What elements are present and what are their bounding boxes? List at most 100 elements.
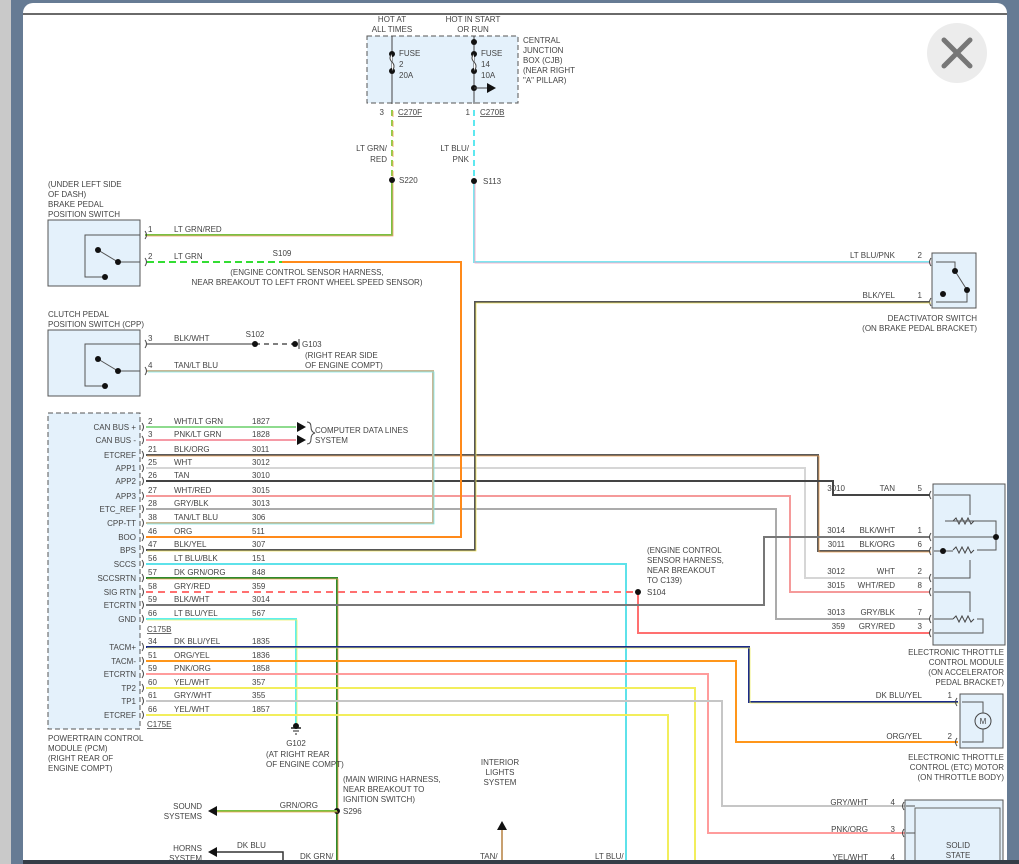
sound-systems-label: SOUND: [173, 802, 202, 811]
cjb-name: "A" PILLAR): [523, 76, 567, 85]
connector-icon: [141, 504, 144, 514]
switch-contact: [964, 287, 970, 293]
connector-icon: [144, 366, 147, 376]
harness-note: (ENGINE CONTROL: [647, 546, 722, 555]
pcm-pin-label: ETCREF: [104, 711, 136, 720]
pin-label: 66: [148, 705, 157, 714]
junction-dot: [471, 39, 477, 45]
pin-label: 27: [148, 486, 157, 495]
deactivator-switch: [931, 252, 977, 309]
connector-icon: [141, 669, 144, 679]
connector-icon: [141, 435, 144, 445]
close-button[interactable]: [927, 23, 987, 83]
pin-label: 21: [148, 445, 157, 454]
pcm-pin-label: TP2: [121, 684, 136, 693]
switch-contact: [95, 247, 101, 253]
wire-label: TAN/LT BLU: [174, 361, 218, 370]
pin-label: 60: [148, 678, 157, 687]
internal-line: [945, 591, 971, 612]
wire-label: LT GRN: [174, 252, 203, 261]
solid-state-label: STATE: [946, 851, 971, 860]
pcm-pin-label: BPS: [120, 546, 136, 555]
junction-dot: [940, 548, 946, 554]
brake-switch-name: OF DASH): [48, 190, 87, 199]
etc-module-name: PEDAL BRACKET): [935, 678, 1004, 687]
wire-wht-red: [146, 495, 930, 593]
wire-label: PNK: [453, 155, 470, 164]
fuse-2-label: 2: [399, 60, 404, 69]
connector-c270b-label: C270B: [480, 108, 504, 117]
data-line-arrow-icon: [297, 435, 306, 445]
ground-note: OF ENGINE COMPT): [305, 361, 383, 370]
connector-icon: [141, 559, 144, 569]
switch-contact: [95, 356, 101, 362]
wire-label: BLK/ORG: [859, 540, 895, 549]
wire-label: PNK/ORG: [831, 825, 868, 834]
page-scrollbar[interactable]: [0, 0, 11, 864]
brake-switch-name: BRAKE PEDAL: [48, 200, 104, 209]
cjb-name: CENTRAL: [523, 36, 561, 45]
hot-at-all-times-label: HOT AT: [378, 15, 406, 24]
connector-icon: [902, 801, 905, 811]
switch-contact: [102, 274, 108, 280]
pin-label: 3: [891, 825, 896, 834]
pin-label: 7: [918, 608, 923, 617]
connector-icon: [929, 628, 932, 638]
pin-label: 2: [918, 251, 923, 260]
switch-line: [84, 234, 140, 278]
wire-label: YEL/WHT: [174, 705, 210, 714]
wire-lt-blu-yel: [146, 618, 297, 724]
pin-label: 4: [891, 853, 896, 862]
internal-line: [945, 560, 971, 579]
ground-g102: [293, 723, 299, 729]
pin-label: 38: [148, 513, 157, 522]
circuit-label: 3015: [827, 581, 845, 590]
computer-data-lines-label: COMPUTER DATA LINES: [315, 426, 408, 435]
wire-label: ORG/YEL: [886, 732, 922, 741]
pin-label: 59: [148, 664, 157, 673]
circuit-label: 1835: [252, 637, 270, 646]
junction-dot: [993, 534, 999, 540]
internal-line: [962, 701, 984, 713]
circuit-label: 567: [252, 609, 266, 618]
wire-label: GRN/ORG: [280, 801, 318, 810]
connector-icon: [141, 642, 144, 652]
pin-label: 47: [148, 540, 157, 549]
wire-lt-blu-blk: [146, 563, 627, 860]
wire-label: LT BLU/PNK: [850, 251, 896, 260]
wire-label: BLK/WHT: [174, 595, 210, 604]
etc-module-name: (ON ACCELERATOR: [928, 668, 1004, 677]
connector-icon: [141, 710, 144, 720]
fuse-icon: [389, 53, 395, 72]
switch-line: [936, 261, 968, 303]
fuse-14-label: 14: [481, 60, 490, 69]
pin-label: 3: [918, 622, 923, 631]
horns-system-label: SYSTEM: [169, 854, 202, 863]
circuit-label: 3011: [828, 540, 846, 549]
wire-label: YEL/WHT: [174, 678, 210, 687]
motor-symbol: M: [980, 717, 987, 726]
wire-label: GRY/BLK: [860, 608, 895, 617]
clutch-pedal-position-switch: [47, 329, 141, 397]
pin-label: 1: [466, 108, 471, 117]
pcm-pin-label: CAN BUS +: [94, 423, 137, 432]
fuse-2-label: 20A: [399, 71, 414, 80]
connector-icon: [144, 257, 147, 267]
wire-label: DK BLU/YEL: [876, 691, 923, 700]
horns-system-label: HORNS: [173, 844, 202, 853]
pcm-pin-label: TP1: [121, 697, 136, 706]
etc-motor-name: ELECTRONIC THROTTLE: [908, 753, 1004, 762]
splice-s113: [471, 178, 477, 184]
circuit-label: 357: [252, 678, 266, 687]
circuit-label: 359: [832, 622, 846, 631]
pcm-pin-label: APP1: [116, 464, 137, 473]
splice-label: S104: [647, 588, 666, 597]
wire-yel-wht: [146, 687, 696, 860]
fuse-icon: [471, 53, 477, 72]
wire-label: ORG: [174, 527, 192, 536]
brake-pedal-position-switch: [47, 219, 141, 287]
harness-note: NEAR BREAKOUT TO: [343, 785, 424, 794]
wire-label: GRY/RED: [174, 582, 211, 591]
wire-label: PNK/ORG: [174, 664, 211, 673]
pin-label: 57: [148, 568, 157, 577]
